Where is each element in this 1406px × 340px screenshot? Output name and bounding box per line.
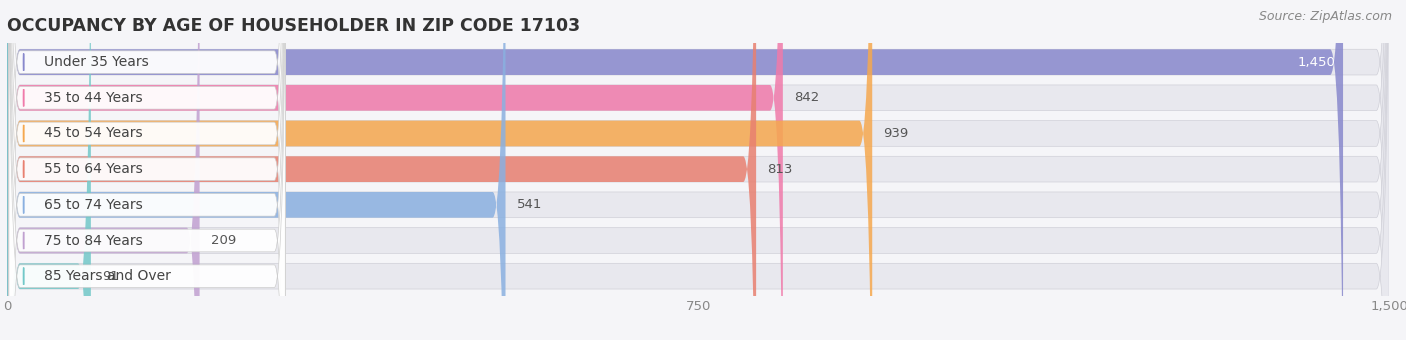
Text: OCCUPANCY BY AGE OF HOUSEHOLDER IN ZIP CODE 17103: OCCUPANCY BY AGE OF HOUSEHOLDER IN ZIP C… (7, 17, 581, 35)
Text: 1,450: 1,450 (1298, 56, 1336, 69)
Text: 541: 541 (516, 198, 541, 211)
FancyBboxPatch shape (8, 0, 285, 340)
FancyBboxPatch shape (7, 0, 1389, 340)
Text: 55 to 64 Years: 55 to 64 Years (44, 162, 142, 176)
Text: 939: 939 (883, 127, 908, 140)
Text: 813: 813 (768, 163, 793, 176)
Text: 65 to 74 Years: 65 to 74 Years (44, 198, 142, 212)
FancyBboxPatch shape (7, 0, 1389, 340)
Text: 209: 209 (211, 234, 236, 247)
FancyBboxPatch shape (8, 0, 285, 340)
Text: 75 to 84 Years: 75 to 84 Years (44, 234, 142, 248)
FancyBboxPatch shape (8, 0, 285, 340)
FancyBboxPatch shape (7, 0, 200, 340)
FancyBboxPatch shape (8, 0, 285, 340)
FancyBboxPatch shape (7, 0, 1389, 340)
FancyBboxPatch shape (7, 0, 506, 340)
FancyBboxPatch shape (7, 0, 91, 340)
Text: Under 35 Years: Under 35 Years (44, 55, 149, 69)
FancyBboxPatch shape (7, 0, 1389, 340)
FancyBboxPatch shape (8, 0, 285, 340)
FancyBboxPatch shape (7, 0, 1343, 340)
Text: Source: ZipAtlas.com: Source: ZipAtlas.com (1258, 10, 1392, 23)
FancyBboxPatch shape (7, 0, 1389, 340)
Text: 85 Years and Over: 85 Years and Over (44, 269, 170, 283)
Text: 45 to 54 Years: 45 to 54 Years (44, 126, 142, 140)
FancyBboxPatch shape (8, 0, 285, 340)
FancyBboxPatch shape (7, 0, 756, 340)
FancyBboxPatch shape (8, 0, 285, 340)
Text: 91: 91 (101, 270, 120, 283)
FancyBboxPatch shape (7, 0, 1389, 340)
FancyBboxPatch shape (7, 0, 783, 340)
Text: 35 to 44 Years: 35 to 44 Years (44, 91, 142, 105)
FancyBboxPatch shape (7, 0, 872, 340)
FancyBboxPatch shape (7, 0, 1389, 340)
Text: 842: 842 (794, 91, 820, 104)
